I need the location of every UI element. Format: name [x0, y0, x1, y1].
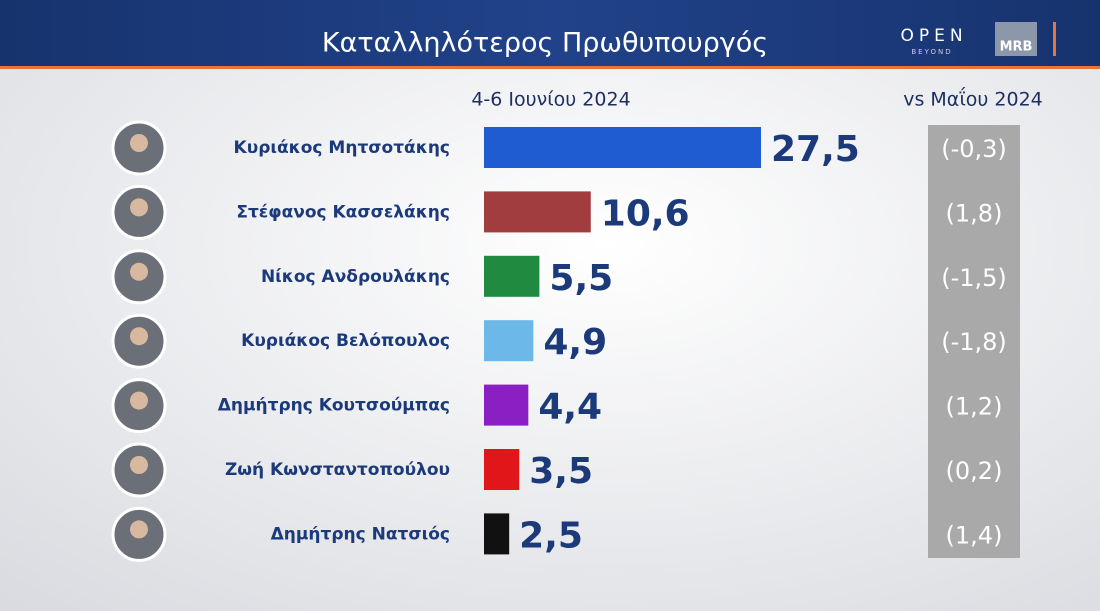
logo-rule: [1053, 22, 1056, 56]
comparison-column: [928, 125, 1020, 558]
series-heading: 4-6 Ιουνίου 2024: [471, 89, 630, 111]
bar: [484, 384, 529, 426]
candidate-name: Κυριάκος Βελόπουλος: [241, 331, 450, 351]
logo-open: OPEN: [900, 26, 967, 46]
header: [0, 0, 1100, 66]
candidate-name: Δημήτρης Κουτσούμπας: [218, 396, 450, 416]
photo-head: [130, 456, 148, 474]
change-label: (0,2): [946, 457, 1003, 485]
bar: [484, 513, 510, 555]
value-label: 3,5: [529, 451, 593, 492]
header-rule: [0, 66, 1100, 69]
bar: [484, 191, 591, 233]
logo-beyond: BEYOND: [911, 48, 952, 56]
chart-title: Καταλληλότερος Πρωθυπουργός: [322, 28, 768, 59]
value-label: 27,5: [771, 129, 860, 170]
candidate-name: Ζωή Κωνσταντοπούλου: [225, 460, 450, 480]
change-label: (-1,5): [941, 264, 1007, 292]
bar: [484, 320, 534, 362]
value-label: 2,5: [519, 515, 583, 556]
photo-head: [130, 198, 148, 217]
bar: [484, 127, 761, 168]
value-label: 10,6: [601, 193, 690, 234]
photo-head: [130, 134, 148, 152]
bar: [484, 449, 520, 490]
change-label: (1,4): [946, 521, 1003, 549]
photo-head: [130, 327, 148, 346]
bar: [484, 255, 540, 297]
photo-head: [130, 391, 148, 410]
logo-mrb-box: [995, 22, 1037, 56]
photo-head: [130, 520, 148, 539]
candidate-name: Δημήτρης Νατσιός: [271, 524, 450, 544]
value-label: 4,4: [538, 387, 602, 428]
value-label: 4,9: [543, 322, 607, 363]
change-label: (1,8): [946, 199, 1003, 227]
candidate-name: Νίκος Ανδρουλάκης: [261, 267, 450, 287]
value-label: 5,5: [549, 258, 613, 299]
change-label: (-0,3): [941, 135, 1007, 163]
comparison-heading: vs Μαΐου 2024: [903, 87, 1043, 111]
change-label: (1,2): [946, 393, 1003, 421]
candidate-name: Στέφανος Κασσελάκης: [236, 202, 450, 222]
logo-mrb: MRB: [1000, 40, 1033, 55]
photo-head: [130, 262, 148, 281]
change-label: (-1,8): [941, 328, 1007, 356]
candidate-name: Κυριάκος Μητσοτάκης: [234, 138, 450, 158]
